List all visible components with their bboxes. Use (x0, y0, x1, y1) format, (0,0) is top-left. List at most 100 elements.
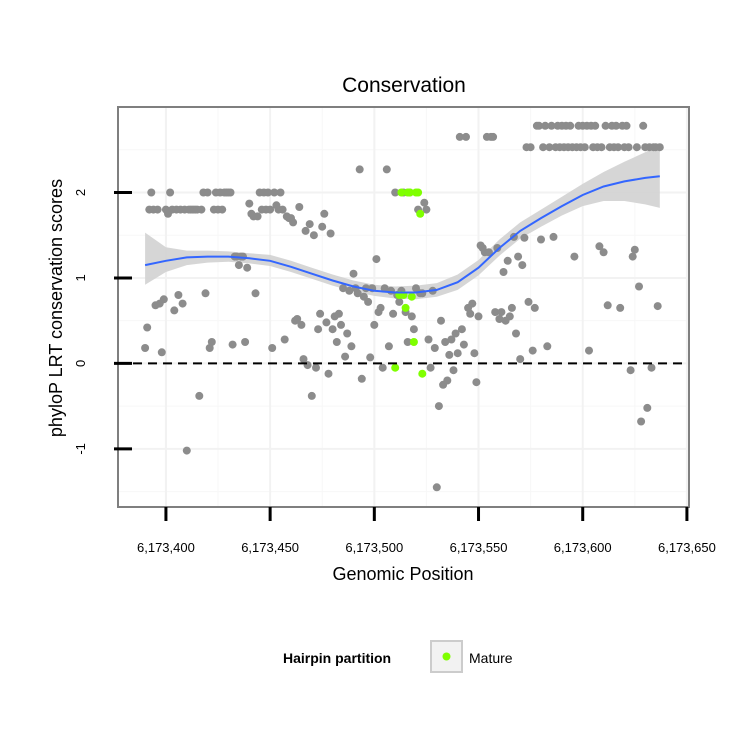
data-point (466, 309, 475, 318)
data-point (495, 315, 504, 323)
data-point (499, 268, 508, 276)
data-point (174, 291, 183, 299)
data-point (653, 302, 662, 311)
smooth-line (144, 175, 660, 294)
panel-border (117, 106, 690, 508)
data-point (243, 263, 252, 272)
data-point-mature (414, 188, 423, 197)
data-point (343, 329, 352, 338)
data-point (318, 222, 327, 231)
data-point (434, 402, 443, 411)
data-point (443, 376, 452, 385)
data-point (626, 366, 635, 375)
data-point-mature (401, 303, 410, 312)
data-point (264, 188, 272, 197)
legend: Hairpin partition Mature (283, 640, 513, 673)
data-point (491, 308, 500, 317)
data-point (484, 248, 493, 257)
data-point (518, 261, 527, 270)
chart-title: Conservation (342, 74, 466, 97)
data-point (520, 233, 529, 242)
data-point (345, 286, 354, 295)
data-point-mature (391, 363, 400, 372)
data-point (218, 205, 227, 214)
data-point (591, 121, 600, 130)
data-point (355, 165, 364, 174)
data-point (376, 303, 385, 312)
data-point (616, 303, 625, 312)
data-point (322, 318, 331, 327)
data-point (585, 346, 593, 355)
data-point (349, 269, 358, 278)
data-point (422, 205, 431, 214)
data-point (245, 199, 254, 208)
data-point (455, 132, 464, 141)
data-point (364, 297, 373, 306)
data-point (347, 342, 356, 351)
data-point (545, 143, 554, 152)
data-point (320, 209, 329, 218)
data-point (295, 203, 304, 211)
data-point (266, 205, 275, 214)
data-point (432, 483, 441, 492)
data-point (170, 306, 179, 315)
data-point (409, 325, 418, 334)
data-point (207, 338, 216, 346)
data-point (307, 391, 316, 400)
data-point (595, 242, 604, 251)
data-point (366, 353, 375, 362)
data-point (143, 323, 152, 332)
data-point (395, 297, 404, 306)
data-point (459, 340, 468, 349)
data-point (632, 143, 641, 152)
x-tick-label: 6,173,500 (345, 540, 403, 555)
data-point (205, 344, 214, 352)
data-point (614, 143, 623, 152)
data-point (451, 329, 460, 338)
data-point (612, 121, 621, 130)
data-point (549, 232, 558, 241)
data-point (535, 121, 543, 130)
axes-layer: 6,173,400 6,173,450 6,173,500 6,173,550 6,17… (73, 106, 716, 555)
data-point (309, 231, 318, 240)
x-tick-label: 6,173,550 (450, 540, 508, 555)
data-point (182, 446, 191, 455)
data-point (253, 212, 262, 221)
data-point (147, 188, 156, 197)
data-point (530, 303, 539, 312)
data-point (524, 297, 533, 306)
data-point (497, 308, 506, 317)
y-tick-label: -1 (73, 443, 88, 455)
legend-key-mature (442, 652, 451, 661)
data-point (268, 344, 277, 352)
data-point (457, 325, 466, 334)
data-point (166, 188, 175, 197)
data-point (382, 165, 391, 174)
data-point (337, 320, 345, 329)
data-point (424, 335, 433, 344)
data-point (453, 349, 462, 358)
data-point (541, 121, 550, 130)
data-point (357, 374, 366, 383)
data-point (514, 252, 523, 261)
data-point (372, 255, 381, 264)
confidence-ribbon (145, 144, 660, 300)
data-point (314, 325, 323, 334)
data-point (468, 299, 477, 308)
data-point (543, 342, 552, 351)
data-point (643, 403, 652, 412)
data-point (547, 121, 556, 130)
data-point (334, 309, 343, 318)
data-point (628, 252, 637, 261)
data-point (512, 329, 520, 338)
data-point (635, 282, 643, 291)
x-tick-label: 6,173,650 (658, 540, 716, 555)
data-point (430, 344, 439, 352)
data-point (303, 361, 312, 370)
confidence-ribbon-layer (145, 144, 660, 300)
data-point (389, 309, 398, 318)
data-point (597, 143, 606, 152)
data-point (447, 335, 456, 344)
data-point (391, 188, 400, 197)
